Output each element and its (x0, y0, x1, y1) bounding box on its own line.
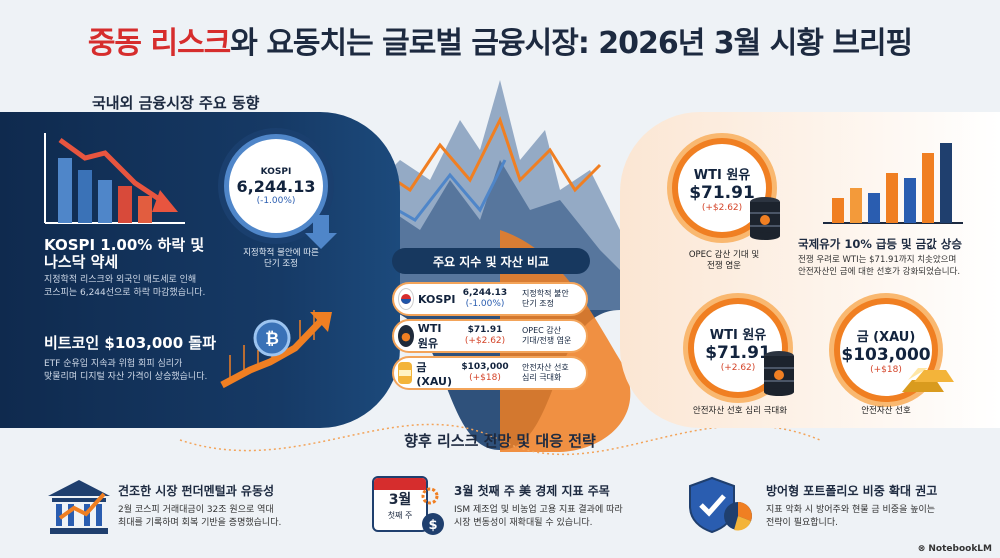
compare-row-note-1: OPEC 감산 (522, 326, 562, 335)
outlook-1-desc-2: 최대를 기록하며 회복 기반을 증명했습니다. (118, 518, 282, 528)
compare-row-note-1: 지정학적 불안 (522, 289, 569, 298)
calendar-icon: 3월 첫째 주 (372, 476, 428, 532)
compare-row-note-2: 단기 조정 (522, 299, 554, 308)
wti-top-name: WTI 원유 (693, 167, 751, 183)
wti-bottom-circle: WTI 원유 $71.91 (+2.62) (688, 298, 788, 398)
brand-logo: ⊗ NotebookLM (918, 544, 992, 554)
wti-top-caption-2: 전쟁 염운 (707, 261, 741, 271)
wti-bottom-name: WTI 원유 (709, 327, 767, 343)
kospi-caption-2: 단기 조정 (264, 259, 298, 269)
compare-row-value: $103,000 (461, 362, 509, 372)
wti-top-delta: (+$2.62) (701, 202, 743, 213)
title-highlight: 중동 리스크 (87, 26, 231, 61)
outlook-3-head: 방어형 포트폴리오 비중 확대 권고 (766, 484, 938, 498)
kospi-circle-value: 6,244.13 (236, 176, 316, 196)
kospi-caption-1: 지정학적 불안에 따른 (243, 248, 319, 258)
wti-bottom-caption: 안전자산 선호 심리 극대화 (692, 406, 788, 416)
compare-row-delta: (+$18) (469, 373, 501, 383)
korea-flag-icon (398, 288, 414, 310)
compare-row-wti: ● WTI 원유 $71.91 (+$2.62) OPEC 감산 기대/전쟁 염운 (392, 319, 588, 353)
oil-drop-icon: ● (398, 325, 414, 347)
bank-icon (48, 480, 110, 534)
kospi-desc-1: 지정학적 리스크와 외국인 매도세로 인해 (44, 275, 197, 285)
kospi-headline-1: KOSPI 1.00% 하락 및 (44, 236, 205, 254)
btc-headline: 비트코인 $103,000 돌파 (44, 334, 217, 352)
outlook-1-head: 견조한 시장 펀더멘털과 유동성 (118, 484, 275, 498)
compare-row-note-2: 심리 극대화 (522, 373, 562, 382)
gear-dollar-icon: $ (421, 487, 444, 535)
compare-row-name: 금 (XAU) (416, 360, 453, 388)
down-arrow-icon (305, 215, 337, 249)
outlook-2-head: 3월 첫째 주 美 경제 지표 주목 (454, 484, 610, 498)
gold-value: $103,000 (841, 344, 931, 365)
compare-row-note-2: 기대/전쟁 염운 (522, 336, 572, 345)
compare-row-note-1: 안전자산 선호 (522, 363, 569, 372)
title-rest: 와 요동치는 글로벌 금융시장: 2026년 3월 시황 브리핑 (230, 26, 913, 61)
compare-header: 주요 지수 및 자산 비교 (392, 248, 590, 274)
kospi-circle-name: KOSPI (260, 166, 292, 177)
btc-desc-1: ETF 순유입 지속과 위험 회피 심리가 (44, 359, 183, 369)
calendar-month: 3월 (388, 492, 412, 508)
wti-top-caption-1: OPEC 감산 기대 및 (688, 250, 760, 260)
kospi-headline-2: 나스닥 약세 (44, 253, 119, 271)
oil-news-head: 국제유가 10% 급등 및 금값 상승 (798, 237, 962, 251)
gold-delta: (+$18) (870, 364, 902, 375)
kospi-caption: 지정학적 불안에 따른 단기 조정 (238, 248, 324, 270)
kospi-circle-delta: (-1.00%) (256, 195, 296, 206)
compare-row-value: 6,244.13 (462, 288, 508, 298)
svg-text:₿: ₿ (265, 329, 279, 349)
section-domestic-label: 국내외 금융시장 주요 동향 (92, 94, 260, 112)
compare-row-kospi: KOSPI 6,244.13 (-1.00%) 지정학적 불안 단기 조정 (392, 282, 588, 316)
falling-chart-icon (44, 133, 185, 224)
compare-row-gold: 금 (XAU) $103,000 (+$18) 안전자산 선호 심리 극대화 (392, 356, 588, 390)
wti-bottom-value: $71.91 (705, 342, 771, 363)
brand-icon: ⊗ (917, 544, 929, 554)
kospi-desc-2: 코스피는 6,244선으로 하락 마감했습니다. (44, 288, 206, 298)
outlook-title: 향후 리스크 전망 및 대응 전략 (404, 432, 596, 450)
compare-row-delta: (+$2.62) (464, 336, 506, 346)
compare-row-name: WTI 원유 (417, 321, 442, 350)
outlook-2-desc-2: 시장 변동성이 재확대될 수 있습니다. (454, 518, 593, 528)
outlook-3-desc-1: 지표 악화 시 방어주와 현물 금 비중을 높이는 (766, 505, 936, 515)
bitcoin-rise-icon: ₿ (220, 310, 332, 389)
outlook-3-desc-2: 전략이 필요합니다. (766, 518, 838, 528)
gold-caption: 안전자산 선호 (861, 406, 911, 416)
svg-text:$: $ (428, 518, 437, 533)
wti-top-caption: OPEC 감산 기대 및 전쟁 염운 (672, 250, 776, 272)
outlook-2-desc-1: ISM 제조업 및 비농업 고용 지표 결과에 따라 (454, 505, 623, 515)
btc-desc-2: 맞물리며 디지털 자산 가격이 상승했습니다. (44, 372, 208, 382)
wti-top-value: $71.91 (689, 182, 755, 203)
calendar-week: 첫째 주 (387, 511, 413, 520)
compare-row-value: $71.91 (467, 325, 503, 335)
gold-bars-icon (902, 368, 954, 392)
outlook-1-desc-1: 2월 코스피 거래대금이 32조 원으로 역대 (118, 505, 274, 515)
gold-name: 금 (XAU) (856, 329, 916, 345)
compare-row-delta: (-1.00%) (465, 299, 505, 309)
kospi-circle: KOSPI 6,244.13 (-1.00%) (224, 134, 328, 238)
page-title: 중동 리스크와 요동치는 글로벌 금융시장: 2026년 3월 시황 브리핑 (0, 18, 1000, 62)
gold-bar-icon (398, 362, 413, 384)
gold-circle: 금 (XAU) $103,000 (+$18) (834, 298, 938, 402)
oil-news-desc-1: 전쟁 우려로 WTI는 $71.91까지 치솟았으며 (798, 255, 957, 265)
oil-barrel-icon (764, 351, 794, 396)
brand-name: NotebookLM (928, 544, 992, 554)
oil-barrel-icon (750, 197, 780, 240)
rising-chart-icon (823, 143, 963, 224)
compare-row-name: KOSPI (418, 292, 456, 306)
wti-bottom-delta: (+2.62) (720, 362, 756, 373)
shield-pie-icon (689, 476, 752, 534)
oil-news-desc-2: 안전자산인 금에 대한 선호가 강화되었습니다. (798, 267, 961, 277)
